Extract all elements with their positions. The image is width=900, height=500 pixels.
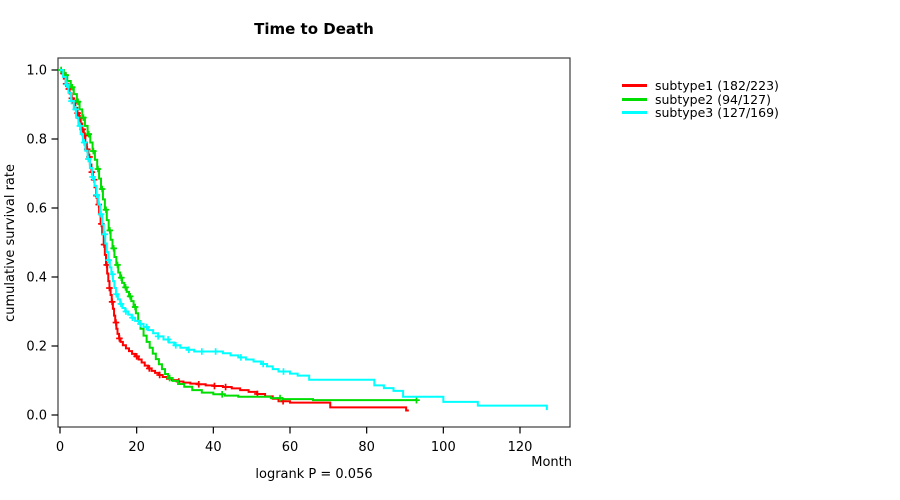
legend-item-subtype1: subtype1 (182/223) [622, 79, 779, 93]
chart-title: Time to Death [254, 20, 374, 38]
legend-swatch-subtype3-icon [622, 111, 647, 115]
plot-frame [57, 57, 571, 428]
x-tick-label: 40 [205, 440, 222, 455]
survival-curve-subtype2 [60, 69, 417, 402]
legend: subtype1 (182/223) subtype2 (94/127) sub… [622, 79, 779, 120]
y-tick-label: 0.2 [26, 340, 47, 355]
x-axis-label: Month [531, 455, 572, 470]
y-tick-label: 0.8 [26, 133, 47, 148]
legend-swatch-subtype2-icon [622, 97, 647, 101]
x-tick-label: 60 [282, 440, 299, 455]
x-tick-label: 120 [508, 440, 533, 455]
legend-label-subtype1: subtype1 (182/223) [655, 78, 779, 93]
y-tick-label: 0.6 [26, 202, 47, 217]
y-tick-label: 0.0 [26, 409, 47, 424]
y-tick-label: 0.4 [26, 271, 47, 286]
legend-label-subtype2: subtype2 (94/127) [655, 91, 771, 107]
y-tick-label: 1.0 [26, 64, 47, 79]
legend-item-subtype3: subtype3 (127/169) [622, 106, 779, 120]
survival-curve-subtype3 [60, 69, 548, 411]
x-tick-label: 20 [128, 440, 145, 455]
x-tick-label: 80 [358, 440, 375, 455]
x-tick-label: 0 [56, 440, 64, 455]
legend-label-subtype3: subtype3 (127/169) [655, 105, 779, 120]
legend-swatch-subtype1-icon [622, 84, 647, 88]
logrank-annotation: logrank P = 0.056 [255, 467, 373, 482]
legend-item-subtype2: subtype2 (94/127) [622, 91, 779, 107]
x-tick-label: 100 [431, 440, 456, 455]
y-axis-label-wrap: cumulative survival rate [3, 58, 18, 427]
y-axis-label: cumulative survival rate [3, 163, 18, 322]
